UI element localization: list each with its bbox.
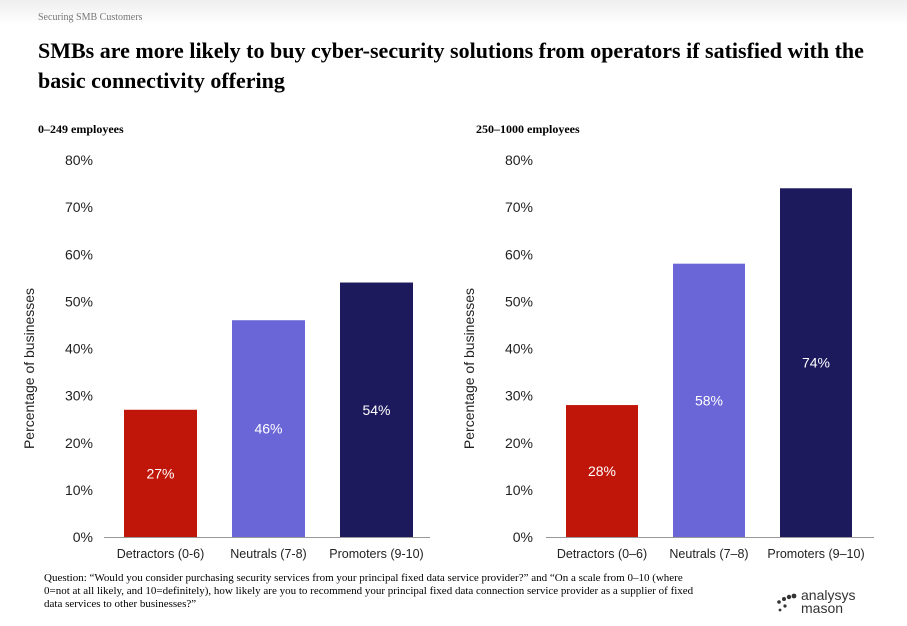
logo-dot [782, 597, 786, 601]
logo-text: analysys mason [801, 587, 856, 616]
category-label: Neutrals (7–8) [669, 547, 748, 561]
logo-dot [777, 600, 781, 604]
top-bar [0, 0, 907, 26]
y-tick-label: 40% [505, 341, 533, 357]
y-tick-label: 30% [505, 388, 533, 404]
y-tick-label: 30% [65, 388, 93, 404]
y-tick-label: 10% [65, 482, 93, 498]
chart-left: 0% 10% 20% 30% 40% 50% 60% 70% 80% Percentage of … [21, 152, 430, 561]
y-tick-label: 0% [513, 529, 533, 545]
bar [340, 282, 413, 537]
y-tick-label: 60% [505, 246, 533, 262]
bar-value-label: 27% [146, 465, 174, 481]
y-tick-label: 70% [65, 199, 93, 215]
logo-dot [786, 594, 792, 600]
y-tick-label: 50% [65, 293, 93, 309]
y-tick-label: 80% [65, 152, 93, 168]
logo-dot [783, 604, 787, 608]
y-axis-label: Percentage of businesses [21, 288, 37, 449]
chart-right: 0% 10% 20% 30% 40% 50% 60% 70% 80% Percentage of … [461, 152, 874, 561]
y-tick-label: 20% [65, 435, 93, 451]
bar [124, 409, 197, 537]
page-title: SMBs are more likely to buy cyber-securi… [38, 38, 864, 93]
section-label: Securing SMB Customers [38, 12, 143, 23]
y-tick-label: 50% [505, 293, 533, 309]
category-label: Detractors (0-6) [117, 547, 205, 561]
category-label: Detractors (0–6) [557, 547, 647, 561]
y-tick-label: 0% [73, 529, 93, 545]
bar-value-label: 54% [362, 402, 390, 418]
y-tick-label: 60% [65, 246, 93, 262]
analysys-mason-logo: analysys mason [775, 587, 885, 621]
category-label: Neutrals (7-8) [230, 547, 306, 561]
bar [673, 263, 745, 537]
bar [780, 188, 852, 537]
logo-dot [778, 608, 782, 612]
category-label: Promoters (9–10) [767, 547, 864, 561]
logo-text-line2: mason [801, 600, 844, 616]
bar [566, 405, 638, 537]
y-tick-label: 80% [505, 152, 533, 168]
chart-right-title: 250–1000 employees [476, 122, 580, 136]
category-label: Promoters (9-10) [329, 547, 423, 561]
logo-dot [791, 593, 797, 599]
logo-text-line1: analysys [801, 587, 856, 603]
footnote: Question: “Would you consider purchasing… [44, 572, 694, 610]
bar [232, 320, 305, 537]
logo-dots-icon [777, 593, 797, 612]
bar-value-label: 74% [802, 355, 830, 371]
bar-value-label: 58% [695, 392, 723, 408]
y-tick-label: 20% [505, 435, 533, 451]
y-tick-label: 10% [505, 482, 533, 498]
y-axis-label: Percentage of businesses [461, 288, 477, 449]
bar-value-label: 46% [254, 421, 282, 437]
y-tick-label: 70% [505, 199, 533, 215]
y-tick-label: 40% [65, 341, 93, 357]
chart-left-title: 0–249 employees [38, 122, 124, 136]
bar-value-label: 28% [588, 463, 616, 479]
